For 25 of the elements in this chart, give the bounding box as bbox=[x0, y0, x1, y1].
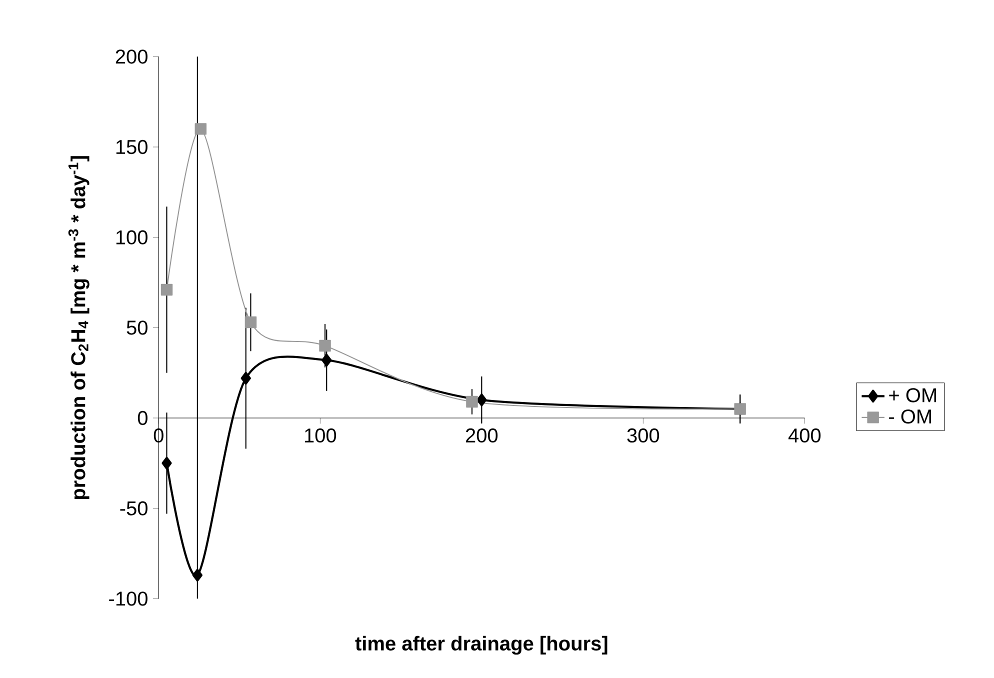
point bbox=[162, 456, 172, 470]
legend-label: + OM bbox=[889, 388, 936, 402]
x-tick-label: 100 bbox=[305, 428, 336, 443]
point bbox=[240, 372, 251, 385]
point bbox=[244, 316, 257, 328]
y-tick-label: -50 bbox=[120, 501, 148, 516]
x-tick-label: 400 bbox=[788, 428, 821, 443]
y-tick-label: 50 bbox=[126, 320, 148, 335]
point bbox=[319, 340, 331, 352]
point bbox=[476, 394, 487, 406]
x-axis-title: time after drainage [hours] bbox=[355, 636, 608, 655]
y-tick-label: 0 bbox=[138, 410, 148, 426]
point bbox=[322, 354, 332, 367]
text: production of C$_{2}$H$_{4}$ [mg * m$^{-3}$ * day$^{-1}$] bbox=[68, 156, 90, 500]
point bbox=[466, 396, 478, 408]
y-tick-label: 150 bbox=[116, 140, 148, 154]
legend-label: - OM bbox=[889, 409, 931, 424]
y-tick-label: 100 bbox=[116, 230, 148, 244]
y-tick-label: -100 bbox=[109, 592, 148, 606]
point bbox=[192, 568, 203, 582]
x-tick-label: 300 bbox=[627, 428, 660, 443]
x-tick-label: 200 bbox=[466, 428, 498, 443]
point bbox=[194, 123, 207, 135]
y-tick-label: 200 bbox=[116, 50, 148, 64]
point bbox=[160, 284, 173, 296]
